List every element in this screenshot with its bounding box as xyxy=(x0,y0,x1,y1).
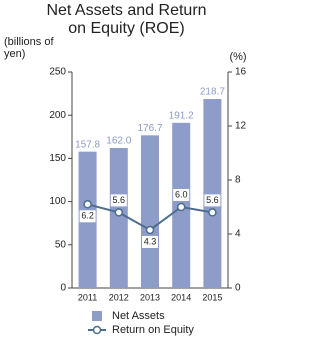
bar xyxy=(203,99,222,288)
bar-value-label: 176.7 xyxy=(137,123,162,134)
chart-title: Net Assets and Return on Equity (ROE) xyxy=(46,2,207,37)
x-tick-label: 2013 xyxy=(140,292,160,302)
y2-tick-label: 8 xyxy=(235,175,241,186)
label-background xyxy=(110,194,127,207)
legend-label: Return on Equity xyxy=(112,324,194,336)
plot: (%) 0 50 100 150 200 250 0 4 8 12 16 2011 2012 2013 20… xyxy=(49,51,247,336)
y-tick-label: 200 xyxy=(49,110,66,121)
bar xyxy=(141,135,159,288)
bar-value-label: 218.7 xyxy=(200,87,225,98)
line-value-label: 6.2 xyxy=(81,211,94,221)
bar-value-label: 191.2 xyxy=(169,110,194,121)
legend-label: Net Assets xyxy=(112,310,165,322)
y-tick-label: 0 xyxy=(60,283,66,294)
y2-tick-label: 0 xyxy=(235,283,241,294)
y2-axis-label: (%) xyxy=(229,51,246,63)
bar-value-label: 162.0 xyxy=(106,136,131,147)
y-axis-label: (billions of yen) xyxy=(4,36,54,60)
chart: Net Assets and Return on Equity (ROE) (b… xyxy=(4,2,247,336)
legend-swatch xyxy=(92,311,102,321)
x-tick-label: 2014 xyxy=(171,292,191,302)
line-marker xyxy=(114,208,124,217)
label-background xyxy=(79,210,96,223)
legend-marker xyxy=(92,325,102,335)
bar-value-label: 157.8 xyxy=(75,139,100,150)
y-tick-label: 250 xyxy=(49,67,66,78)
y-tick-label: 50 xyxy=(55,239,67,250)
x-tick-label: 2012 xyxy=(109,292,129,302)
line-value-label: 4.3 xyxy=(144,236,157,246)
y-tick-label: 100 xyxy=(49,196,66,207)
y2-tick-label: 12 xyxy=(235,121,247,132)
line-marker xyxy=(145,225,155,235)
y2-tick-label: 16 xyxy=(235,67,247,78)
label-background xyxy=(204,194,221,207)
y-tick-label: 150 xyxy=(49,153,66,164)
line-value-label: 5.6 xyxy=(206,195,219,205)
label-background xyxy=(173,189,190,201)
line-value-label: 5.6 xyxy=(113,195,126,205)
line-marker xyxy=(208,208,217,217)
label-background xyxy=(142,235,158,248)
line-marker xyxy=(176,202,186,212)
line-marker xyxy=(83,200,92,209)
bar xyxy=(109,148,128,288)
x-tick-label: 2015 xyxy=(202,292,222,302)
line-value-label: 6.0 xyxy=(175,189,188,199)
y2-tick-label: 4 xyxy=(235,229,241,240)
x-tick-label: 2011 xyxy=(78,292,97,302)
